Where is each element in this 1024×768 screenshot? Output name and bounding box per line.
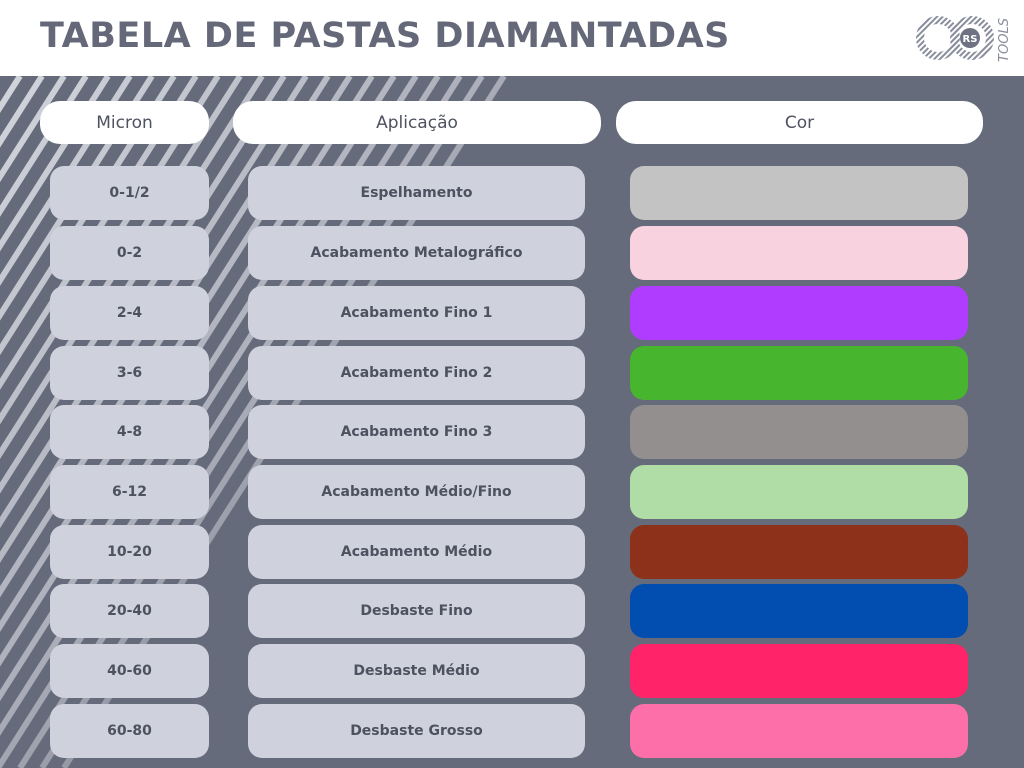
color-swatch xyxy=(630,346,968,400)
page-title: TABELA DE PASTAS DIAMANTADAS xyxy=(40,16,730,56)
application-cell: Desbaste Fino xyxy=(248,584,585,638)
color-swatch xyxy=(630,166,968,220)
color-swatch xyxy=(630,286,968,340)
header-micron: Micron xyxy=(40,101,209,144)
rs-tools-logo: RS TOOLS xyxy=(916,16,1012,62)
micron-cell: 0-2 xyxy=(50,226,209,280)
micron-cell: 0-1/2 xyxy=(50,166,209,220)
color-swatch xyxy=(630,525,968,579)
application-cell: Acabamento Fino 2 xyxy=(248,346,585,400)
header-color: Cor xyxy=(616,101,983,144)
header-bar: TABELA DE PASTAS DIAMANTADAS RS TOOLS xyxy=(0,0,1024,76)
application-cell: Acabamento Médio/Fino xyxy=(248,465,585,519)
logo-text: RS xyxy=(963,34,978,45)
application-cell: Acabamento Médio xyxy=(248,525,585,579)
micron-cell: 10-20 xyxy=(50,525,209,579)
application-cell: Acabamento Metalográfico xyxy=(248,226,585,280)
color-swatch xyxy=(630,465,968,519)
application-cell: Espelhamento xyxy=(248,166,585,220)
application-cell: Acabamento Fino 3 xyxy=(248,405,585,459)
color-swatch xyxy=(630,405,968,459)
micron-cell: 20-40 xyxy=(50,584,209,638)
micron-cell: 40-60 xyxy=(50,644,209,698)
color-swatch xyxy=(630,584,968,638)
color-swatch xyxy=(630,644,968,698)
header-application: Aplicação xyxy=(233,101,601,144)
application-cell: Acabamento Fino 1 xyxy=(248,286,585,340)
application-cell: Desbaste Grosso xyxy=(248,704,585,758)
micron-cell: 4-8 xyxy=(50,405,209,459)
micron-cell: 6-12 xyxy=(50,465,209,519)
micron-cell: 60-80 xyxy=(50,704,209,758)
micron-cell: 3-6 xyxy=(50,346,209,400)
micron-cell: 2-4 xyxy=(50,286,209,340)
application-cell: Desbaste Médio xyxy=(248,644,585,698)
logo-subtext: TOOLS xyxy=(997,18,1012,62)
color-swatch xyxy=(630,226,968,280)
color-swatch xyxy=(630,704,968,758)
